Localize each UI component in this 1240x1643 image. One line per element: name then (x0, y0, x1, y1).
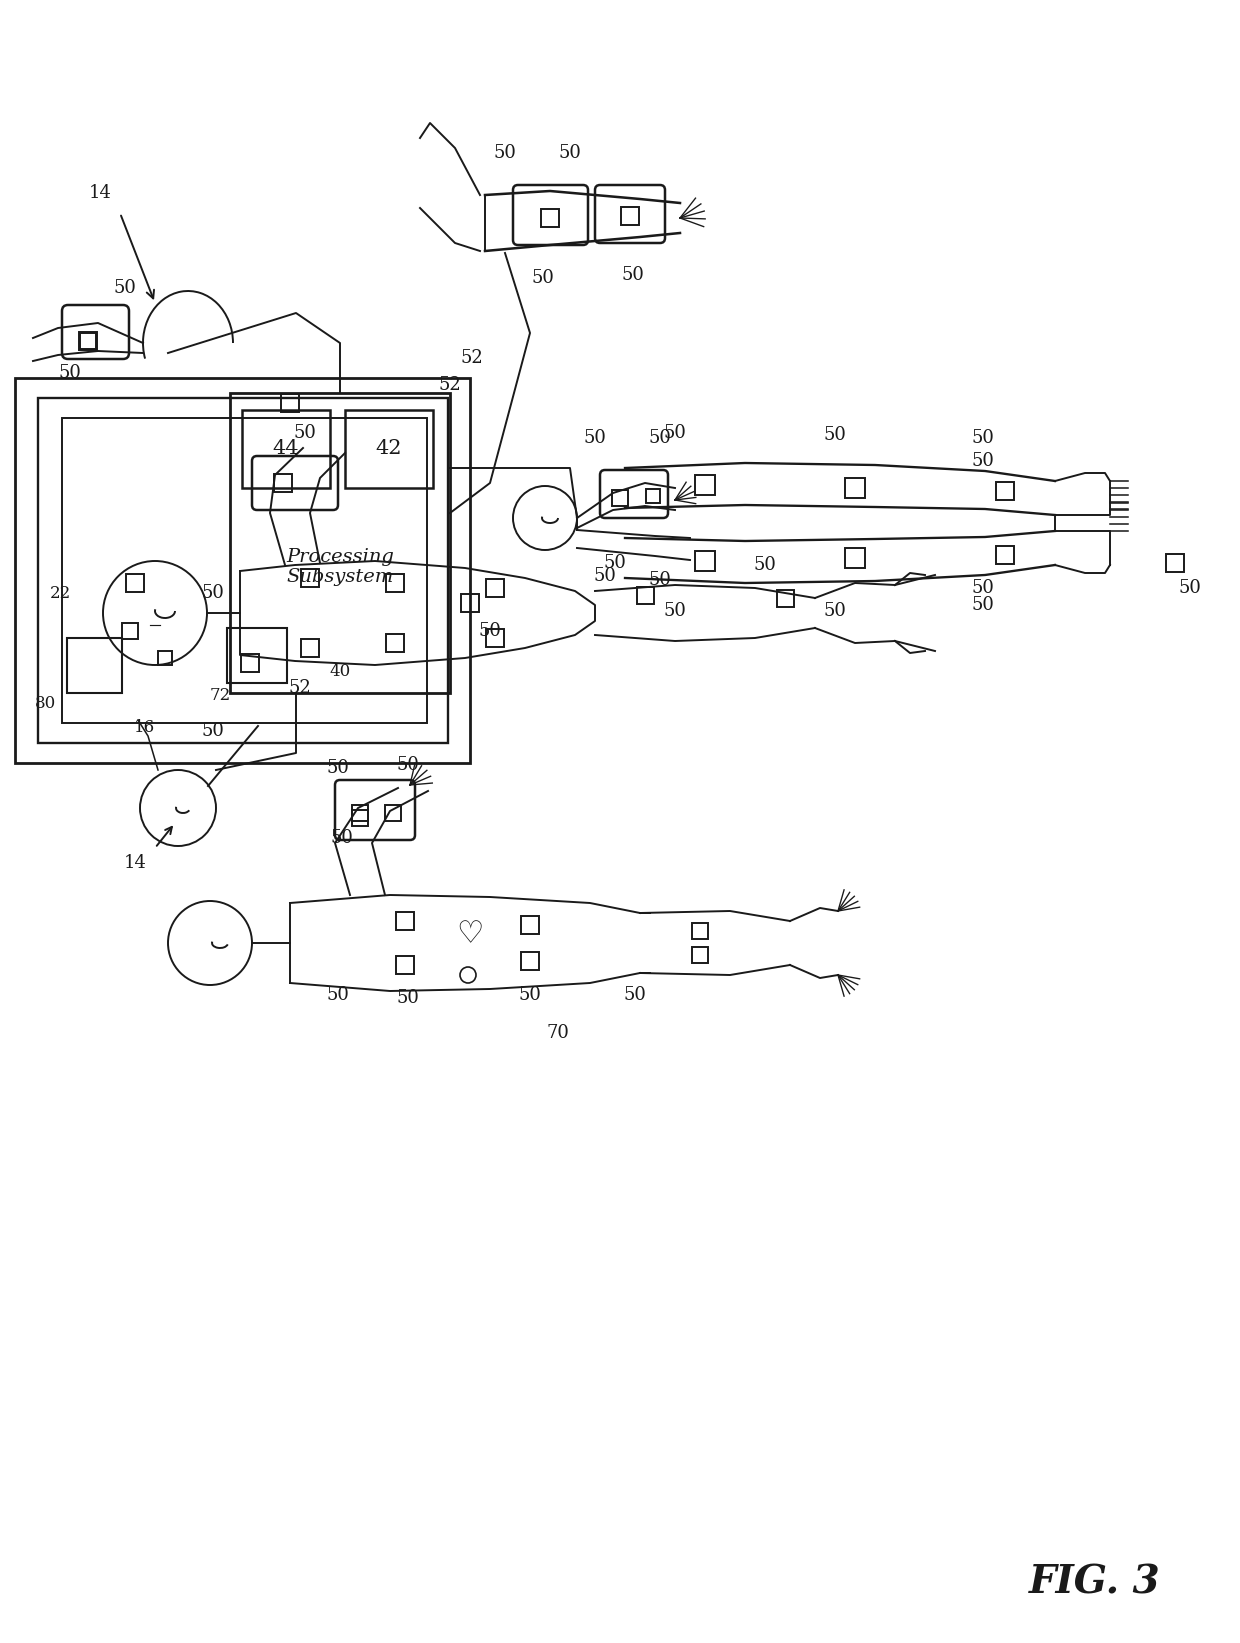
Text: 50: 50 (624, 986, 646, 1004)
Text: 50: 50 (494, 145, 516, 163)
Text: 50: 50 (621, 266, 645, 284)
Text: 50: 50 (604, 554, 626, 572)
Bar (242, 411, 330, 488)
Text: 80: 80 (35, 695, 56, 711)
Bar (241, 654, 259, 672)
Bar (636, 587, 653, 603)
Text: 14: 14 (88, 184, 112, 202)
Text: 50: 50 (972, 596, 994, 614)
Bar (281, 394, 299, 412)
Text: 50: 50 (663, 424, 687, 442)
Bar (646, 490, 660, 503)
Text: 72: 72 (210, 687, 231, 703)
Bar (301, 639, 319, 657)
Text: 50: 50 (649, 429, 671, 447)
Bar (521, 917, 539, 933)
Text: 50: 50 (754, 555, 776, 573)
Text: 50: 50 (518, 986, 542, 1004)
Text: 50: 50 (479, 623, 501, 641)
Bar (541, 209, 559, 227)
Bar (486, 578, 503, 596)
Text: 50: 50 (823, 601, 847, 619)
Bar (345, 411, 433, 488)
Text: 50: 50 (326, 986, 350, 1004)
Text: 50: 50 (823, 426, 847, 444)
Text: 42: 42 (376, 439, 402, 458)
Bar (301, 568, 319, 587)
Bar (996, 481, 1014, 499)
Text: 50: 50 (397, 989, 419, 1007)
Bar (996, 545, 1014, 564)
Text: 22: 22 (50, 585, 71, 601)
Bar (122, 623, 138, 639)
Text: 50: 50 (1178, 578, 1202, 596)
Text: 50: 50 (584, 429, 606, 447)
Text: 50: 50 (326, 759, 350, 777)
Bar (776, 590, 794, 606)
Text: 52: 52 (289, 679, 311, 697)
Text: 70: 70 (547, 1024, 569, 1042)
Bar (386, 634, 404, 652)
Text: 50: 50 (972, 578, 994, 596)
Bar (15, 378, 470, 762)
Bar (692, 923, 708, 940)
Text: 50: 50 (558, 145, 582, 163)
Text: 50: 50 (58, 365, 82, 383)
Text: 50: 50 (331, 830, 353, 848)
Bar (38, 398, 448, 743)
Text: 50: 50 (972, 452, 994, 470)
Bar (227, 628, 286, 683)
Text: FIG. 3: FIG. 3 (1029, 1564, 1161, 1602)
Bar (386, 573, 404, 591)
Bar (352, 810, 368, 826)
Bar (621, 207, 639, 225)
Bar (157, 651, 172, 665)
Bar (396, 956, 414, 974)
Bar (352, 805, 368, 822)
Bar (486, 629, 503, 647)
Text: 50: 50 (972, 429, 994, 447)
Text: 50: 50 (594, 567, 616, 585)
Bar (62, 417, 427, 723)
Text: 50: 50 (397, 756, 419, 774)
Bar (67, 637, 122, 693)
Bar (694, 550, 715, 572)
Text: 50: 50 (114, 279, 136, 297)
Text: 50: 50 (202, 721, 224, 739)
Text: 52: 52 (460, 348, 484, 366)
Bar (461, 595, 479, 611)
Bar (844, 478, 866, 498)
Text: 50: 50 (649, 572, 671, 588)
Bar (229, 393, 450, 693)
Bar (521, 951, 539, 969)
Bar (396, 912, 414, 930)
Bar (274, 473, 291, 491)
Bar (126, 573, 144, 591)
Text: 52: 52 (439, 376, 461, 394)
Text: 50: 50 (532, 269, 554, 288)
Text: 50: 50 (202, 583, 224, 601)
Bar (81, 334, 95, 348)
Bar (694, 475, 715, 495)
Bar (79, 332, 97, 350)
Text: Processing
Subsystem: Processing Subsystem (286, 547, 394, 587)
Text: 40: 40 (330, 662, 351, 680)
Text: ♡: ♡ (456, 920, 484, 951)
Bar (692, 946, 708, 963)
Text: 50: 50 (663, 601, 687, 619)
Bar (384, 805, 401, 822)
Text: 16: 16 (134, 720, 155, 736)
Text: 44: 44 (273, 439, 299, 458)
Bar (844, 549, 866, 568)
Bar (1166, 554, 1184, 572)
Text: 14: 14 (124, 854, 146, 872)
Bar (613, 490, 627, 506)
Text: 50: 50 (294, 424, 316, 442)
